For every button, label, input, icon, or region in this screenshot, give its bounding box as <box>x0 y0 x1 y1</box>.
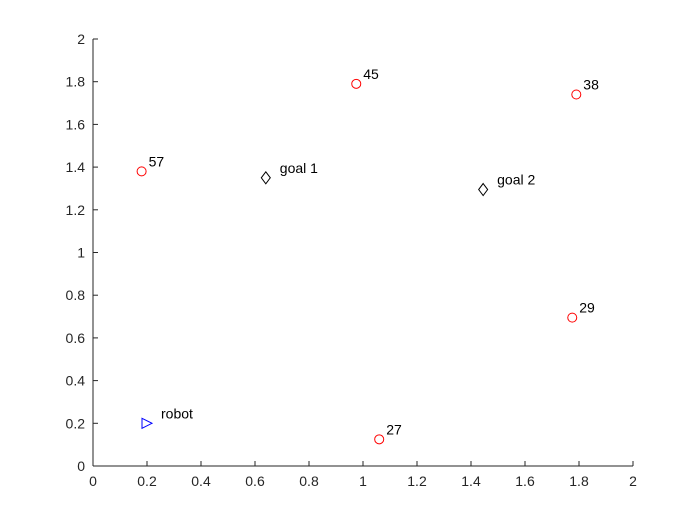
y-tick-label: 0.2 <box>66 415 86 431</box>
x-tick-label: 2 <box>629 473 637 489</box>
x-tick-label: 0 <box>89 473 97 489</box>
x-tick-label: 0.4 <box>191 473 211 489</box>
x-tick-label: 1.6 <box>515 473 535 489</box>
y-tick-label: 0 <box>77 458 85 474</box>
y-tick-label: 0.6 <box>66 330 86 346</box>
x-tick-label: 1.2 <box>407 473 427 489</box>
y-tick-label: 1 <box>77 245 85 261</box>
x-tick-label: 0.2 <box>137 473 157 489</box>
data-points: 57 45 38 29 27 goal 1 goal 2 robot <box>136 66 599 445</box>
circle-marker <box>374 434 385 445</box>
diamond-marker <box>260 170 271 185</box>
circle-marker <box>567 312 578 323</box>
x-tick-label: 0.6 <box>245 473 265 489</box>
y-tick-label: 2 <box>77 31 85 47</box>
plot-area <box>93 39 633 466</box>
x-tick-label: 1 <box>359 473 367 489</box>
y-tick-label: 0.8 <box>66 287 86 303</box>
point-label: 57 <box>149 153 165 169</box>
point-label: goal 2 <box>497 172 535 188</box>
y-tick-label: 1.6 <box>66 116 86 132</box>
x-tick-label: 0.8 <box>299 473 319 489</box>
circle-marker <box>351 78 362 89</box>
circle-marker <box>571 89 582 100</box>
y-tick-label: 1.8 <box>66 74 86 90</box>
y-tick-label: 1.4 <box>66 159 86 175</box>
point-label: goal 1 <box>280 160 318 176</box>
x-tick-label: 1.4 <box>461 473 481 489</box>
point-label: 29 <box>579 300 595 316</box>
axes: 0 0.2 0.4 0.6 0.8 1 1.2 1.4 1.6 1.8 2 0 0.2 0.4 0.6 0.8… <box>66 31 638 489</box>
x-tick-label: 1.8 <box>569 473 589 489</box>
y-tick-label: 0.4 <box>66 373 86 389</box>
point-label: 45 <box>363 66 379 82</box>
diamond-marker <box>478 182 489 197</box>
circle-marker <box>136 166 147 177</box>
point-label: robot <box>161 405 193 421</box>
point-label: 38 <box>583 77 599 93</box>
triangle-right-marker <box>141 417 154 430</box>
point-label: 27 <box>386 421 402 437</box>
y-tick-label: 1.2 <box>66 202 86 218</box>
